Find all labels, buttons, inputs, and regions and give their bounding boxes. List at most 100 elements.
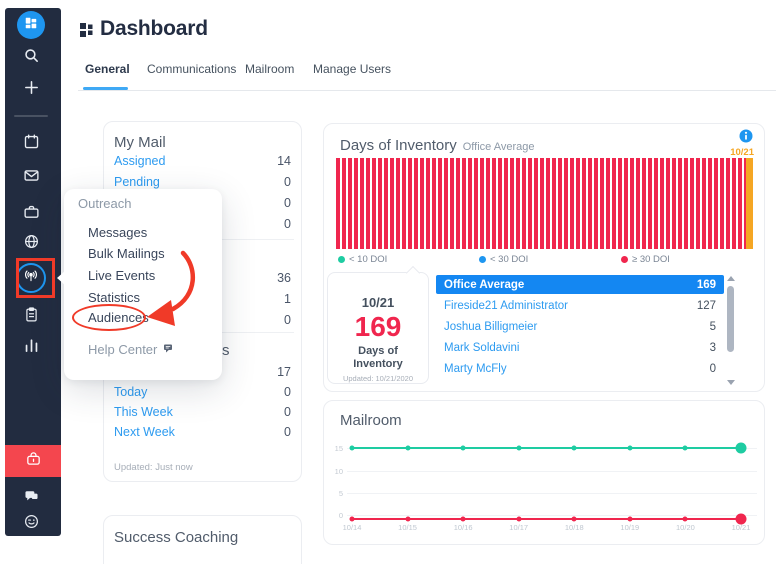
- days-of-inventory-card: Days of Inventory Office Average 10/21 < …: [323, 123, 765, 392]
- data-point: [571, 516, 577, 522]
- data-point: [682, 516, 688, 522]
- today-link[interactable]: Today: [114, 385, 148, 399]
- doi-current-day-bar: [746, 158, 753, 249]
- success-coaching-title: Success Coaching: [114, 529, 239, 546]
- doi-summary-box: 10/21 169 Days of Inventory Updated: 10/…: [327, 272, 429, 384]
- y-tick: 0: [338, 511, 343, 520]
- table-row[interactable]: Joshua Billigmeier 5: [436, 317, 724, 336]
- data-point: [349, 516, 355, 522]
- sidebar: [5, 8, 61, 536]
- app-logo-button[interactable]: [17, 11, 45, 39]
- legend-gte30: ≥ 30 DOI: [621, 254, 670, 265]
- row-value: 0: [284, 217, 291, 231]
- mailroom-upper-line-series: [349, 442, 747, 454]
- success-coaching-card: Success Coaching: [103, 515, 302, 564]
- info-icon[interactable]: [739, 129, 753, 143]
- scroll-down-icon[interactable]: [727, 380, 735, 385]
- pending-value: 0: [284, 175, 291, 189]
- assigned-link[interactable]: Assigned: [114, 154, 166, 168]
- data-point: [682, 445, 688, 451]
- clipboard-icon[interactable]: [17, 300, 45, 328]
- this-week-link[interactable]: This Week: [114, 405, 173, 419]
- add-icon[interactable]: [17, 73, 45, 101]
- menu-item-help-center[interactable]: Help Center: [88, 342, 174, 357]
- chat-icon[interactable]: [17, 482, 45, 510]
- gridline: [347, 471, 757, 472]
- data-point: [405, 516, 411, 522]
- x-axis-labels: 10/14 10/15 10/16 10/17 10/18 10/19 10/2…: [343, 523, 751, 533]
- my-mail-title: My Mail: [114, 134, 166, 151]
- data-point: [460, 445, 466, 451]
- menu-item-bulk-mailings[interactable]: Bulk Mailings: [88, 246, 165, 261]
- menu-item-statistics[interactable]: Statistics: [88, 290, 141, 305]
- menu-item-messages[interactable]: Messages: [88, 225, 148, 240]
- x-tick: 10/16: [453, 523, 473, 532]
- next-week-link[interactable]: Next Week: [114, 425, 175, 439]
- legend-lt30: < 30 DOI: [479, 254, 528, 265]
- x-tick: 10/17: [509, 523, 529, 532]
- summary-date: 10/21: [361, 295, 395, 310]
- mailroom-title: Mailroom: [340, 412, 402, 429]
- summary-caption: Days of: [358, 345, 398, 357]
- legend-label: ≥ 30 DOI: [632, 254, 670, 265]
- menu-item-live-events[interactable]: Live Events: [88, 268, 156, 283]
- scroll-up-icon[interactable]: [727, 276, 735, 281]
- table-row[interactable]: Marty McFly 0: [436, 359, 724, 378]
- page-title-grid-icon: [80, 22, 94, 43]
- active-tab-underline: [83, 87, 128, 90]
- table-scrollbar[interactable]: [725, 274, 737, 387]
- row-value: 1: [284, 292, 291, 306]
- x-tick: 10/21: [731, 523, 751, 532]
- tab-general[interactable]: General: [85, 62, 130, 76]
- calendar-icon[interactable]: [17, 127, 45, 155]
- tabs-divider-line: [78, 90, 776, 91]
- assigned-value: 14: [277, 154, 291, 168]
- globe-icon[interactable]: [17, 227, 45, 255]
- mailbox-nav-item[interactable]: [5, 445, 61, 477]
- pending-link[interactable]: Pending: [114, 175, 160, 189]
- row-name-link[interactable]: Joshua Billigmeier: [444, 320, 538, 333]
- table-row[interactable]: Mark Soldavini 3: [436, 338, 724, 357]
- search-icon[interactable]: [17, 41, 45, 69]
- legend-lt10: < 10 DOI: [338, 254, 387, 265]
- mailbox-icon: [25, 450, 42, 472]
- row-name-link[interactable]: Fireside21 Administrator: [444, 299, 568, 312]
- table-row[interactable]: Fireside21 Administrator 127: [436, 296, 724, 315]
- partially-hidden-section-title-fragment: s: [222, 342, 230, 359]
- bar-chart-icon[interactable]: [17, 331, 45, 359]
- row-name: Office Average: [444, 278, 525, 291]
- next-week-value: 0: [284, 425, 291, 439]
- my-mail-row: 0: [114, 196, 291, 210]
- today-value: 0: [284, 385, 291, 399]
- legend-label: < 10 DOI: [349, 254, 388, 265]
- row-value: 127: [696, 299, 716, 312]
- briefcase-icon[interactable]: [17, 197, 45, 225]
- y-tick: 5: [338, 489, 343, 498]
- page-title: Dashboard: [100, 17, 208, 40]
- row-name-link[interactable]: Mark Soldavini: [444, 341, 520, 354]
- table-row-selected[interactable]: Office Average 169: [436, 275, 724, 294]
- my-mail-updated-text: Updated: Just now: [114, 462, 193, 473]
- row-value: 5: [709, 320, 716, 333]
- data-point: [405, 445, 411, 451]
- x-tick: 10/19: [620, 523, 640, 532]
- my-mail-row: 0: [114, 217, 291, 231]
- mail-icon[interactable]: [17, 161, 45, 189]
- tab-communications[interactable]: Communications: [147, 62, 237, 76]
- data-point-current: [735, 513, 747, 525]
- my-mail-row: This Week 0: [114, 405, 291, 419]
- legend-label: < 30 DOI: [490, 254, 529, 265]
- tab-mailroom[interactable]: Mailroom: [245, 62, 295, 76]
- my-mail-row: 1: [114, 292, 291, 306]
- annotation-oval-audiences: [72, 304, 146, 331]
- doi-title-text: Days of Inventory: [340, 137, 457, 154]
- tab-manage-users[interactable]: Manage Users: [313, 62, 392, 76]
- annotation-curved-arrow: [147, 250, 196, 326]
- row-name-link[interactable]: Marty McFly: [444, 362, 507, 375]
- scrollbar-thumb[interactable]: [727, 286, 734, 352]
- green-dot-icon: [338, 256, 345, 263]
- x-tick: 10/20: [676, 523, 695, 532]
- annotation-rectangle-broadcast-icon: [16, 258, 55, 298]
- row-value: 3: [709, 341, 716, 354]
- help-smiley-icon[interactable]: [17, 507, 45, 535]
